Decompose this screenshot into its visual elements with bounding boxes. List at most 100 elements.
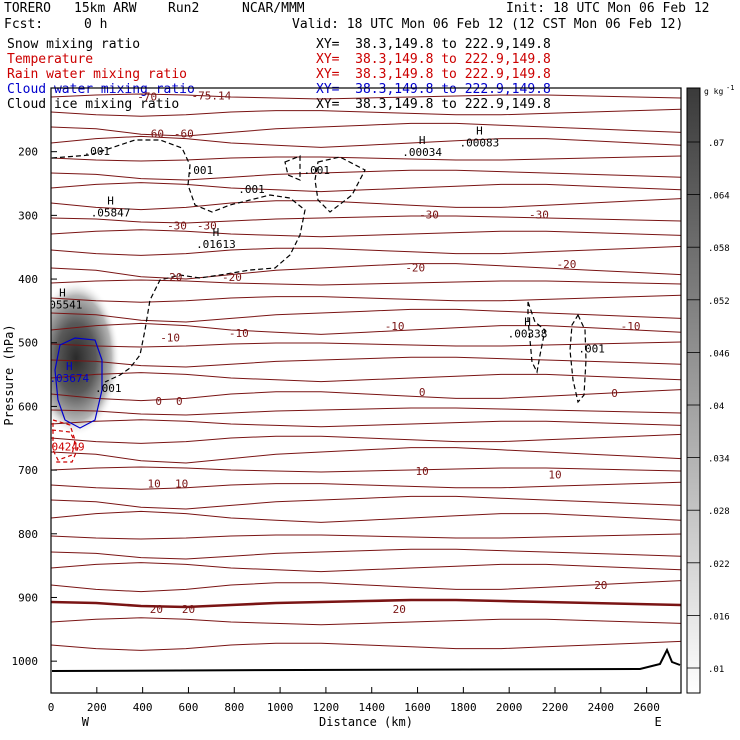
- temperature-contour-label: 0: [155, 395, 162, 408]
- temperature-contour-label: 20: [393, 603, 406, 616]
- isotherm-line: [51, 533, 681, 540]
- maximum-value: .05541: [43, 299, 83, 312]
- maximum-value: .00338: [508, 327, 548, 340]
- mixing-ratio-contour-label: .001: [303, 164, 330, 177]
- mixing-ratio-contour-label: .001: [578, 342, 605, 355]
- rain-water-contour: [52, 419, 76, 461]
- mixing-ratio-contour-label: .001: [187, 164, 214, 177]
- legend-xy-range: XY= 38.3,149.8 to 222.9,149.8: [316, 97, 551, 112]
- snow-contour-east-2: [569, 313, 587, 404]
- mixing-ratio-contour-label: .001: [238, 183, 265, 196]
- maximum-value: .00083: [460, 136, 500, 149]
- isotherm-line: [51, 447, 681, 464]
- mixing-ratio-contour-label: .001: [95, 382, 122, 395]
- temperature-contour-label: 20: [182, 603, 195, 616]
- isotherm-line: [51, 198, 681, 211]
- isotherm-line: [51, 135, 681, 148]
- valid-time: Valid: 18 UTC Mon 06 Feb 12 (12 CST Mon …: [292, 17, 684, 32]
- temperature-contour-label: -30: [197, 219, 217, 232]
- east-end-label: E: [654, 715, 661, 729]
- temperature-contour-label: 20: [150, 603, 163, 616]
- legend-label: Rain water mixing ratio: [7, 67, 188, 82]
- y-tick-label: 500: [18, 337, 38, 350]
- legend-label: Cloud ice mixing ratio: [7, 97, 180, 112]
- temperature-contour-label: 0: [611, 387, 618, 400]
- isotherm-line: [51, 294, 681, 303]
- legend-xy-range: XY= 38.3,149.8 to 222.9,149.8: [316, 52, 551, 67]
- maximum-marker: H: [524, 315, 531, 328]
- legend-label: Snow mixing ratio: [7, 37, 141, 52]
- y-tick-label: 300: [18, 209, 38, 222]
- legend-xy-range: XY= 38.3,149.8 to 222.9,149.8: [316, 82, 551, 97]
- colorbar-level-label: .034: [708, 455, 730, 465]
- colorbar-level-label: .022: [708, 560, 730, 570]
- temperature-contour-label: -60: [174, 128, 194, 141]
- legend-label: Temperature: [7, 52, 94, 67]
- colorbar-level-label: .046: [708, 349, 730, 359]
- temperature-contour-label: -20: [557, 258, 577, 271]
- isotherm-line: [51, 263, 681, 280]
- isotherm-line: [51, 466, 681, 473]
- y-tick-label: 800: [18, 528, 38, 541]
- x-tick-label: 600: [179, 701, 199, 714]
- legend-xy-range: XY= 38.3,149.8 to 222.9,149.8: [316, 67, 551, 82]
- run-label: Run2: [168, 1, 200, 16]
- isotherm-line: [51, 308, 681, 323]
- isotherm-line: [51, 155, 681, 162]
- x-tick-label: 1200: [313, 701, 340, 714]
- x-tick-label: 2600: [633, 701, 660, 714]
- temperature-contour-label: -60: [144, 128, 164, 141]
- x-tick-label: 1800: [450, 701, 477, 714]
- isotherm-line: [51, 419, 681, 428]
- isotherm-line: [51, 108, 681, 117]
- y-tick-label: 900: [18, 591, 38, 604]
- temperature-contour-label: -10: [229, 327, 249, 340]
- snow-contour-north-2: [314, 156, 366, 213]
- colorbar-unit-exponent: -1: [726, 84, 734, 92]
- y-tick-label: 1000: [12, 655, 39, 668]
- maximum-marker: H: [419, 134, 426, 147]
- isotherm-line: [51, 215, 681, 224]
- isotherm-line: [51, 510, 681, 523]
- cloud-water-contour: [54, 337, 103, 429]
- temperature-contour-label: -20: [405, 261, 425, 274]
- rain-water-contour-outer: [51, 429, 79, 463]
- isotherm-line: [51, 93, 681, 100]
- mixing-ratio-contour-label: 004249: [45, 440, 85, 453]
- isotherm-line: [51, 322, 681, 335]
- temperature-contour-label: -20: [222, 271, 242, 284]
- temperature-contour-label: -70: [137, 91, 157, 104]
- maximum-value: .05847: [91, 206, 131, 219]
- isotherm-line: [51, 433, 681, 444]
- maximum-marker: H: [476, 124, 483, 137]
- legend-xy-range: XY= 38.3,149.8 to 222.9,149.8: [316, 37, 551, 52]
- colorbar-level-label: .064: [708, 192, 730, 202]
- temperature-contour-label: 10: [175, 477, 188, 490]
- legend-label: Cloud water mixing ratio: [7, 82, 195, 97]
- x-tick-label: 1600: [404, 701, 431, 714]
- isotherm-line: [51, 229, 681, 238]
- temperature-contour-label: -10: [160, 331, 180, 344]
- maximum-marker: H: [66, 360, 73, 373]
- snow-max-shading: [51, 280, 120, 436]
- y-tick-label: 700: [18, 464, 38, 477]
- colorbar-level-label: .028: [708, 507, 730, 517]
- isotherm-line: [51, 640, 681, 651]
- x-tick-label: 2000: [496, 701, 523, 714]
- temperature-contour-label: 0: [176, 395, 183, 408]
- temperature-contour-label: 10: [548, 468, 561, 481]
- isotherm-line: [51, 481, 681, 490]
- model-name: TORERO: [4, 1, 51, 16]
- isotherm-line: [51, 245, 681, 256]
- x-tick-label: 800: [224, 701, 244, 714]
- colorbar-unit: g kg: [704, 87, 723, 96]
- grid-resolution: 15km ARW: [74, 1, 137, 16]
- colorbar-level-label: .04: [708, 402, 724, 412]
- temperature-contour-label: -20: [162, 271, 182, 284]
- isotherm-line: [51, 407, 681, 416]
- maximum-marker: H: [213, 226, 220, 239]
- isotherm-line: [51, 617, 681, 626]
- x-tick-label: 200: [87, 701, 107, 714]
- terrain-surface-line: [51, 647, 681, 672]
- isotherm-line: [51, 548, 681, 560]
